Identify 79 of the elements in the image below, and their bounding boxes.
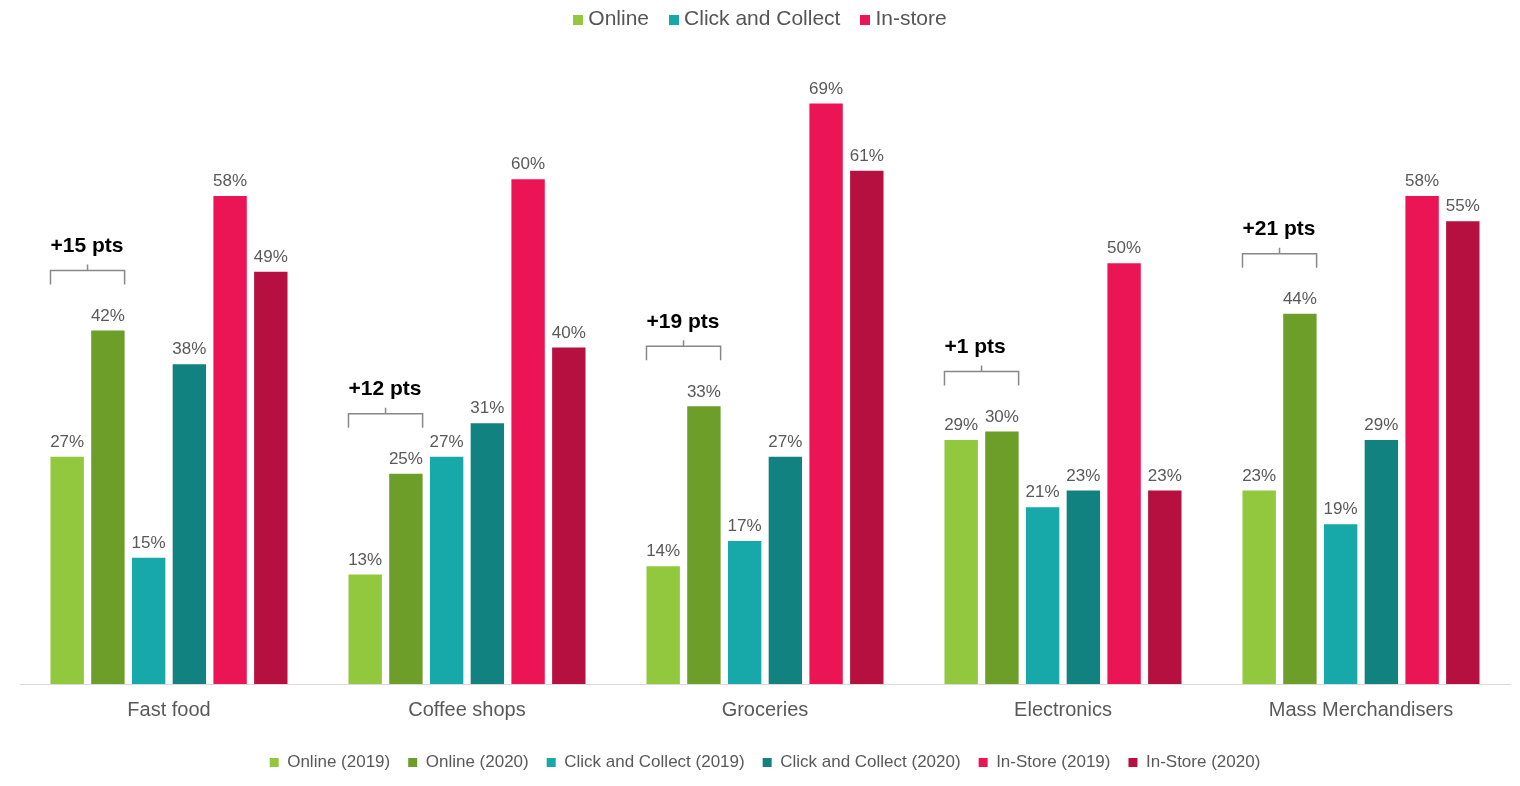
data-label: 21% (1025, 482, 1060, 502)
annotation: +1 pts (944, 333, 1006, 357)
x-tick-label: Fast food (127, 697, 211, 720)
bar (131, 557, 166, 684)
bar (91, 330, 125, 684)
legend-label: Online (2019) (287, 752, 391, 772)
data-label: 58% (213, 171, 248, 191)
data-label: 55% (1445, 196, 1480, 216)
annotation: +12 pts (348, 375, 422, 399)
legend-label: Online (2020) (425, 752, 529, 772)
data-label: 69% (809, 78, 844, 98)
data-label: 14% (646, 541, 681, 561)
legend-label: Click and Collect (2020) (780, 752, 961, 772)
bar (172, 364, 207, 684)
bar (552, 347, 586, 684)
annotation: +19 pts (646, 308, 720, 332)
data-label: 61% (849, 145, 884, 165)
data-label: 60% (511, 154, 546, 174)
x-tick-label: Coffee shops (408, 697, 526, 720)
bar (1364, 439, 1399, 684)
bar (687, 406, 721, 684)
annotation: +15 pts (50, 232, 124, 256)
data-label: 27% (50, 432, 85, 451)
legend-label: In-Store (2019) (996, 752, 1111, 772)
bar (850, 170, 884, 684)
text: In-store (875, 6, 947, 29)
legend-label: In-Store (2020) (1145, 752, 1261, 772)
bar (389, 473, 423, 684)
data-label: 23% (1066, 465, 1101, 485)
bar (1242, 490, 1276, 684)
bar (1025, 507, 1060, 684)
bar (1323, 524, 1358, 684)
data-label: 27% (768, 432, 803, 451)
bar (429, 456, 464, 684)
bar (1446, 221, 1480, 684)
bar (985, 431, 1019, 684)
data-label: 15% (131, 532, 166, 552)
data-label: 50% (1107, 238, 1142, 258)
data-label: 27% (429, 432, 464, 451)
bar (1107, 263, 1141, 684)
data-label: 44% (1282, 288, 1317, 308)
data-label: 40% (551, 322, 586, 342)
bar (1405, 195, 1439, 684)
bar (1283, 313, 1317, 684)
x-tick-label: Mass Merchandisers (1268, 697, 1454, 720)
x-tick-label: Electronics (1014, 697, 1112, 720)
data-label: 31% (470, 398, 505, 418)
bar (511, 179, 545, 684)
annotation: +21 pts (1242, 216, 1316, 240)
data-label: 30% (984, 406, 1019, 426)
data-label: 42% (90, 305, 125, 325)
bar (213, 195, 247, 684)
bar (1148, 490, 1182, 684)
data-label: 29% (1364, 415, 1399, 435)
data-label: 58% (1405, 171, 1440, 191)
text: Online (588, 6, 650, 29)
data-label: 25% (388, 448, 423, 468)
bar (254, 271, 288, 684)
bar (809, 103, 843, 684)
text: Click and Collect (684, 6, 841, 29)
bar (768, 456, 803, 684)
data-label: 19% (1323, 499, 1358, 519)
data-label: 38% (172, 339, 207, 359)
data-label: 23% (1147, 465, 1182, 485)
x-tick-label: Groceries (721, 697, 809, 720)
bar (1066, 490, 1101, 684)
data-label: 29% (944, 415, 979, 435)
data-label: 23% (1242, 465, 1277, 485)
bar (50, 456, 84, 684)
data-label: 17% (727, 516, 762, 536)
data-label: 33% (686, 381, 721, 401)
bar (646, 566, 680, 684)
bar (944, 439, 978, 684)
bar (727, 540, 762, 684)
data-label: 49% (253, 246, 288, 266)
bar (470, 423, 505, 684)
bar (348, 574, 382, 684)
legend-label: Click and Collect (2019) (564, 752, 745, 772)
data-label: 13% (348, 549, 383, 569)
